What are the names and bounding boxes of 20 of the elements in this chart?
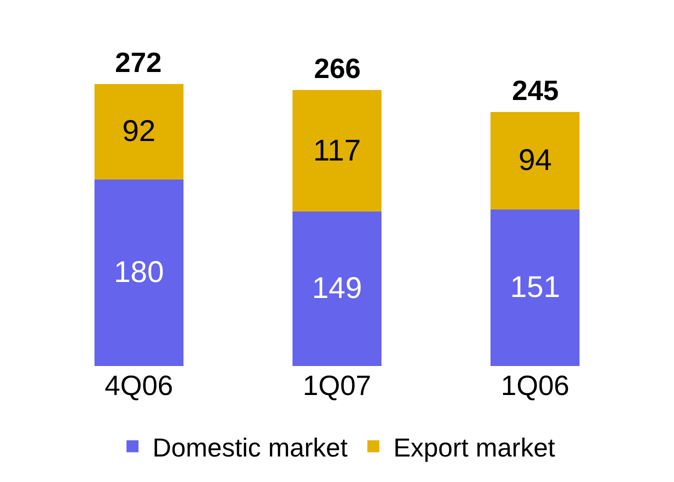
bar: [292, 90, 382, 212]
bar: [94, 84, 184, 180]
bar: [292, 211, 382, 366]
data-label: 94: [518, 144, 552, 178]
legend-label: Domestic market: [152, 432, 348, 462]
data-label: 180: [114, 256, 164, 290]
bar: [94, 179, 184, 366]
x-tick-label: 1Q07: [302, 370, 372, 401]
data-label: 149: [312, 272, 362, 306]
total-label: 266: [314, 53, 361, 84]
bar: [490, 209, 580, 366]
legend-label: Export market: [393, 432, 556, 462]
x-tick-label: 4Q06: [104, 370, 174, 401]
total-label: 245: [512, 75, 559, 106]
total-label: 272: [115, 47, 162, 78]
bar: [490, 112, 580, 210]
data-label: 117: [313, 134, 361, 168]
x-tick-label: 1Q06: [500, 370, 570, 401]
data-label: 151: [510, 271, 560, 304]
data-label: 92: [122, 115, 156, 148]
